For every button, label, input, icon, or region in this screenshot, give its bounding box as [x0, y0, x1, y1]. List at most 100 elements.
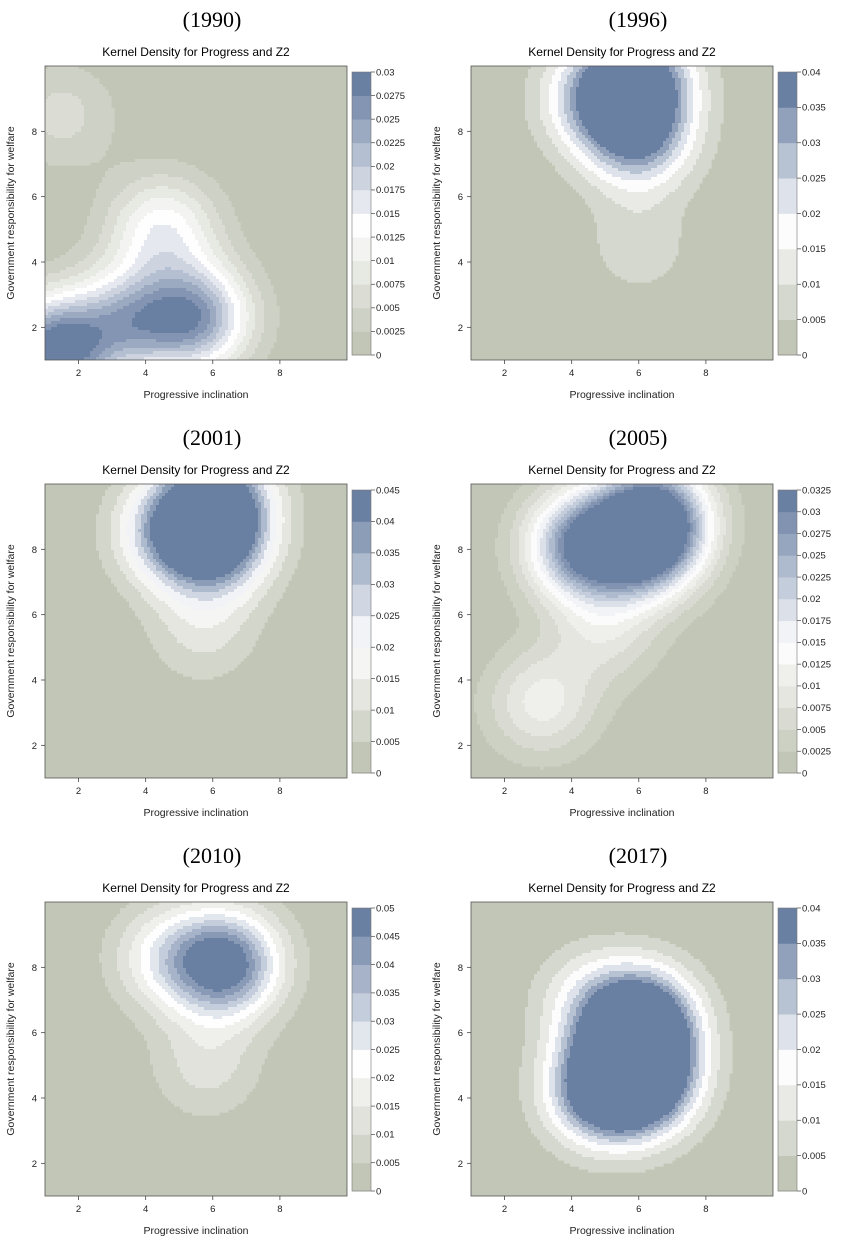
- y-axis-label: Government responsibility for welfare: [5, 544, 17, 717]
- legend-swatch: [352, 647, 371, 679]
- chart-svg: (2017)Kernel Density for Progress and Z2…: [426, 836, 851, 1254]
- legend-swatch: [778, 599, 797, 621]
- legend-swatch: [352, 936, 371, 965]
- y-tick-label: 8: [32, 127, 37, 138]
- y-tick-label: 6: [32, 192, 37, 203]
- legend-label: 0.005: [376, 737, 400, 748]
- legend-swatch: [352, 1163, 371, 1192]
- x-axis-label: Progressive inclination: [569, 389, 674, 401]
- y-tick-label: 4: [32, 1094, 37, 1105]
- x-tick-label: 2: [76, 368, 81, 379]
- legend-label: 0.0025: [376, 327, 405, 338]
- legend-swatch: [352, 72, 371, 96]
- legend-swatch: [352, 1021, 371, 1050]
- x-tick-label: 6: [636, 1204, 641, 1215]
- x-tick-label: 6: [210, 1204, 215, 1215]
- chart-svg: (2001) Kernel Density for Progress and Z2…: [0, 418, 425, 836]
- x-tick-label: 6: [210, 368, 215, 379]
- y-tick-label: 6: [458, 1028, 463, 1039]
- x-tick-label: 8: [277, 1204, 282, 1215]
- x-tick-label: 2: [502, 368, 507, 379]
- x-tick-label: 8: [703, 1204, 708, 1215]
- legend-swatch: [778, 621, 797, 643]
- legend-swatch: [778, 107, 797, 143]
- legend-label: 0.045: [376, 485, 400, 496]
- legend-swatch: [352, 1078, 371, 1107]
- x-tick-label: 6: [210, 786, 215, 797]
- y-tick-label: 2: [32, 741, 37, 752]
- year-label: (2005): [609, 425, 668, 450]
- chart-svg: (2005)Kernel Density for Progress and Z2…: [426, 418, 851, 836]
- legend-label: 0.015: [376, 674, 400, 685]
- legend-swatch: [352, 742, 371, 774]
- legend-swatch: [352, 679, 371, 711]
- legend-swatch: [352, 119, 371, 143]
- x-tick-label: 4: [143, 368, 148, 379]
- year-label: (2001): [183, 425, 242, 450]
- x-tick-label: 4: [569, 1204, 574, 1215]
- y-axis-label: Government responsibility for welfare: [431, 126, 443, 299]
- legend-label: 0.02: [802, 1045, 821, 1056]
- legend-swatch: [352, 214, 371, 238]
- legend-label: 0.025: [376, 1045, 400, 1056]
- density-surface: [45, 902, 347, 1196]
- legend-label: 0.01: [376, 256, 395, 267]
- legend-label: 0.03: [802, 507, 821, 518]
- legend-swatch: [778, 751, 797, 773]
- y-tick-label: 8: [458, 545, 463, 556]
- x-tick-label: 8: [277, 368, 282, 379]
- legend-label: 0.025: [802, 1009, 826, 1020]
- legend-label: 0.005: [376, 1158, 400, 1169]
- legend-swatch: [778, 1156, 797, 1192]
- legend-swatch: [352, 993, 371, 1022]
- legend-label: 0.03: [376, 580, 395, 591]
- legend-swatch: [352, 237, 371, 261]
- y-tick-label: 6: [32, 1028, 37, 1039]
- legend-swatch: [352, 908, 371, 937]
- legend-label: 0.01: [802, 681, 821, 692]
- legend-label: 0.03: [802, 974, 821, 985]
- y-tick-label: 8: [32, 963, 37, 974]
- legend-swatch: [778, 1014, 797, 1050]
- legend-swatch: [352, 1134, 371, 1163]
- chart-title: Kernel Density for Progress and Z2: [528, 881, 716, 895]
- chart-svg: (1996)Kernel Density for Progress and Z2…: [426, 0, 851, 418]
- x-tick-label: 2: [502, 1204, 507, 1215]
- legend-label: 0.0175: [802, 616, 831, 627]
- legend-swatch: [352, 616, 371, 648]
- legend-label: 0: [376, 1186, 381, 1197]
- legend-label: 0.0225: [802, 572, 831, 583]
- legend-swatch: [778, 577, 797, 599]
- legend-swatch: [778, 686, 797, 708]
- legend-swatch: [778, 178, 797, 214]
- legend-swatch: [352, 166, 371, 190]
- legend-label: 0.04: [376, 517, 395, 528]
- legend-label: 0.015: [376, 1101, 400, 1112]
- y-tick-label: 2: [458, 741, 463, 752]
- x-tick-label: 4: [569, 368, 574, 379]
- legend-swatch: [778, 729, 797, 751]
- legend-swatch: [352, 1050, 371, 1079]
- year-label: (1990): [183, 7, 242, 32]
- chart-title: Kernel Density for Progress and Z2: [528, 45, 716, 59]
- legend-label: 0.01: [376, 1130, 395, 1141]
- y-tick-label: 2: [458, 1159, 463, 1170]
- legend: 00.00250.0050.00750.010.01250.0150.01750…: [352, 67, 405, 361]
- legend-swatch: [352, 284, 371, 308]
- legend-label: 0.015: [802, 1080, 826, 1091]
- x-tick-label: 8: [703, 786, 708, 797]
- legend-label: 0.01: [376, 705, 395, 716]
- legend-swatch: [778, 979, 797, 1015]
- chart-title: Kernel Density for Progress and Z2: [102, 463, 290, 477]
- legend-swatch: [778, 249, 797, 285]
- x-axis-label: Progressive inclination: [143, 807, 248, 819]
- x-tick-label: 4: [143, 786, 148, 797]
- legend-swatch: [352, 553, 371, 585]
- legend-label: 0.02: [802, 209, 821, 220]
- density-surface: [45, 484, 347, 778]
- legend-label: 0.04: [802, 903, 821, 914]
- legend-label: 0: [376, 350, 381, 361]
- legend-swatch: [352, 490, 371, 522]
- x-tick-label: 2: [502, 786, 507, 797]
